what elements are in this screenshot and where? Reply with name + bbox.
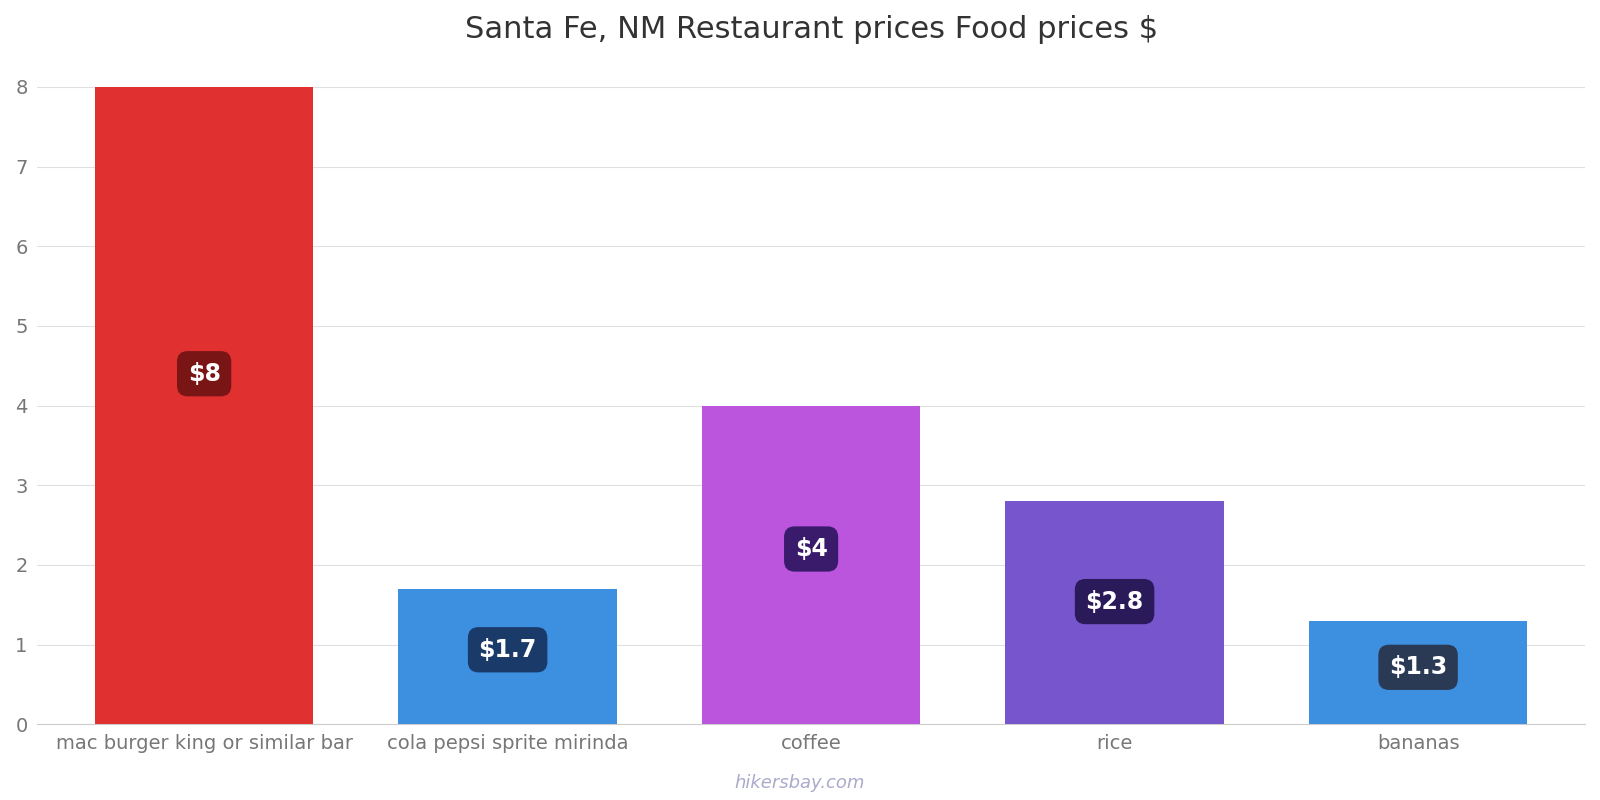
Bar xyxy=(398,589,618,724)
Bar xyxy=(702,406,920,724)
Title: Santa Fe, NM Restaurant prices Food prices $: Santa Fe, NM Restaurant prices Food pric… xyxy=(464,15,1158,44)
Text: hikersbay.com: hikersbay.com xyxy=(734,774,866,792)
Text: $1.7: $1.7 xyxy=(478,638,536,662)
Text: $2.8: $2.8 xyxy=(1085,590,1144,614)
Text: $4: $4 xyxy=(795,537,827,561)
Bar xyxy=(1309,621,1528,724)
Bar xyxy=(1005,501,1224,724)
Text: $1.3: $1.3 xyxy=(1389,655,1448,679)
Bar xyxy=(94,87,314,724)
Text: $8: $8 xyxy=(187,362,221,386)
